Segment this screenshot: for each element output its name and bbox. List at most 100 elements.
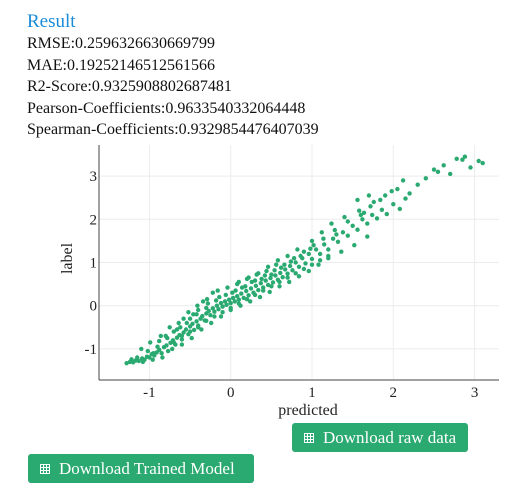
data-point [204, 318, 209, 323]
data-point [194, 319, 199, 324]
x-tick-label: 0 [227, 385, 235, 401]
data-point [167, 325, 172, 330]
data-point [326, 253, 331, 259]
data-point [306, 268, 311, 274]
data-point [278, 265, 284, 270]
download-raw-data-button[interactable]: Download raw data [292, 423, 468, 452]
data-point [296, 264, 302, 269]
data-point [187, 329, 193, 334]
data-point [335, 239, 341, 244]
x-tick-label: 1 [308, 385, 316, 401]
data-point [239, 285, 245, 290]
data-point [225, 285, 230, 290]
data-point [179, 342, 185, 347]
data-point [228, 300, 233, 306]
data-point [283, 267, 288, 272]
metrics-list: RMSE:0.2596326630669799 MAE:0.1925214651… [27, 33, 319, 141]
data-point [258, 281, 263, 286]
data-point [319, 230, 324, 235]
data-point [395, 186, 400, 192]
data-point [136, 358, 141, 364]
data-point [246, 293, 251, 298]
data-point [212, 309, 217, 314]
data-point [285, 271, 290, 276]
data-point [204, 305, 209, 311]
data-point [187, 316, 193, 321]
data-point [309, 256, 315, 262]
download-raw-data-label: Download raw data [323, 427, 457, 447]
data-point [468, 165, 473, 170]
download-trained-model-label: Download Trained Model [59, 458, 235, 478]
data-point [350, 223, 355, 228]
y-tick-label: 2 [90, 212, 98, 228]
data-point [322, 242, 327, 247]
data-point [280, 275, 285, 280]
data-point [239, 291, 244, 296]
data-point [278, 270, 283, 276]
data-point [285, 275, 290, 280]
data-point [194, 312, 199, 317]
download-trained-model-button[interactable]: Download Trained Model [28, 454, 254, 483]
data-point [140, 359, 146, 365]
data-point [368, 204, 373, 209]
data-point [155, 344, 160, 349]
data-point [179, 337, 185, 342]
plot-tick-labels: -1 0 1 2 3 -1 0 1 2 3 [85, 169, 479, 401]
data-point [296, 274, 302, 279]
data-point [254, 272, 259, 277]
data-point [355, 227, 360, 232]
data-point [184, 320, 189, 326]
data-point [183, 327, 189, 332]
data-point [407, 191, 412, 196]
data-point [223, 292, 228, 298]
data-point [241, 295, 246, 301]
data-point [355, 197, 360, 203]
data-point [200, 313, 205, 319]
data-point [196, 325, 201, 330]
data-point [287, 279, 292, 285]
data-point [454, 156, 459, 161]
data-point [400, 178, 406, 183]
data-point [345, 233, 350, 238]
data-point [293, 271, 298, 276]
data-point [316, 262, 321, 267]
data-point [288, 259, 294, 264]
data-point [220, 304, 225, 309]
y-tick-label: 1 [90, 256, 98, 272]
y-tick-label: 3 [90, 169, 98, 185]
data-point [306, 251, 311, 257]
data-point [365, 221, 370, 226]
data-point [358, 212, 363, 218]
data-point [339, 249, 344, 254]
data-point [236, 297, 241, 302]
data-point [256, 287, 261, 293]
data-point [139, 346, 144, 352]
data-point [181, 330, 186, 335]
data-point [268, 275, 273, 281]
data-point [272, 268, 277, 273]
data-point [259, 276, 264, 282]
x-tick-label: 3 [471, 385, 479, 401]
data-point [480, 160, 485, 166]
x-axis-title: predicted [278, 402, 338, 419]
data-point [257, 294, 263, 300]
data-point [157, 338, 162, 344]
data-point [164, 343, 169, 348]
data-point [321, 236, 326, 241]
data-point [342, 214, 347, 220]
data-point [270, 280, 276, 285]
data-point [204, 297, 210, 302]
data-point [352, 243, 357, 248]
data-point [151, 351, 156, 356]
data-point [317, 258, 323, 263]
data-point [209, 320, 214, 326]
data-point [277, 279, 282, 285]
data-point [235, 294, 240, 299]
data-point [274, 262, 279, 267]
data-point [176, 320, 181, 326]
data-point [190, 321, 195, 326]
result-title: Result [27, 11, 76, 32]
data-point [295, 247, 300, 252]
data-point [163, 333, 168, 339]
data-point [282, 262, 287, 267]
